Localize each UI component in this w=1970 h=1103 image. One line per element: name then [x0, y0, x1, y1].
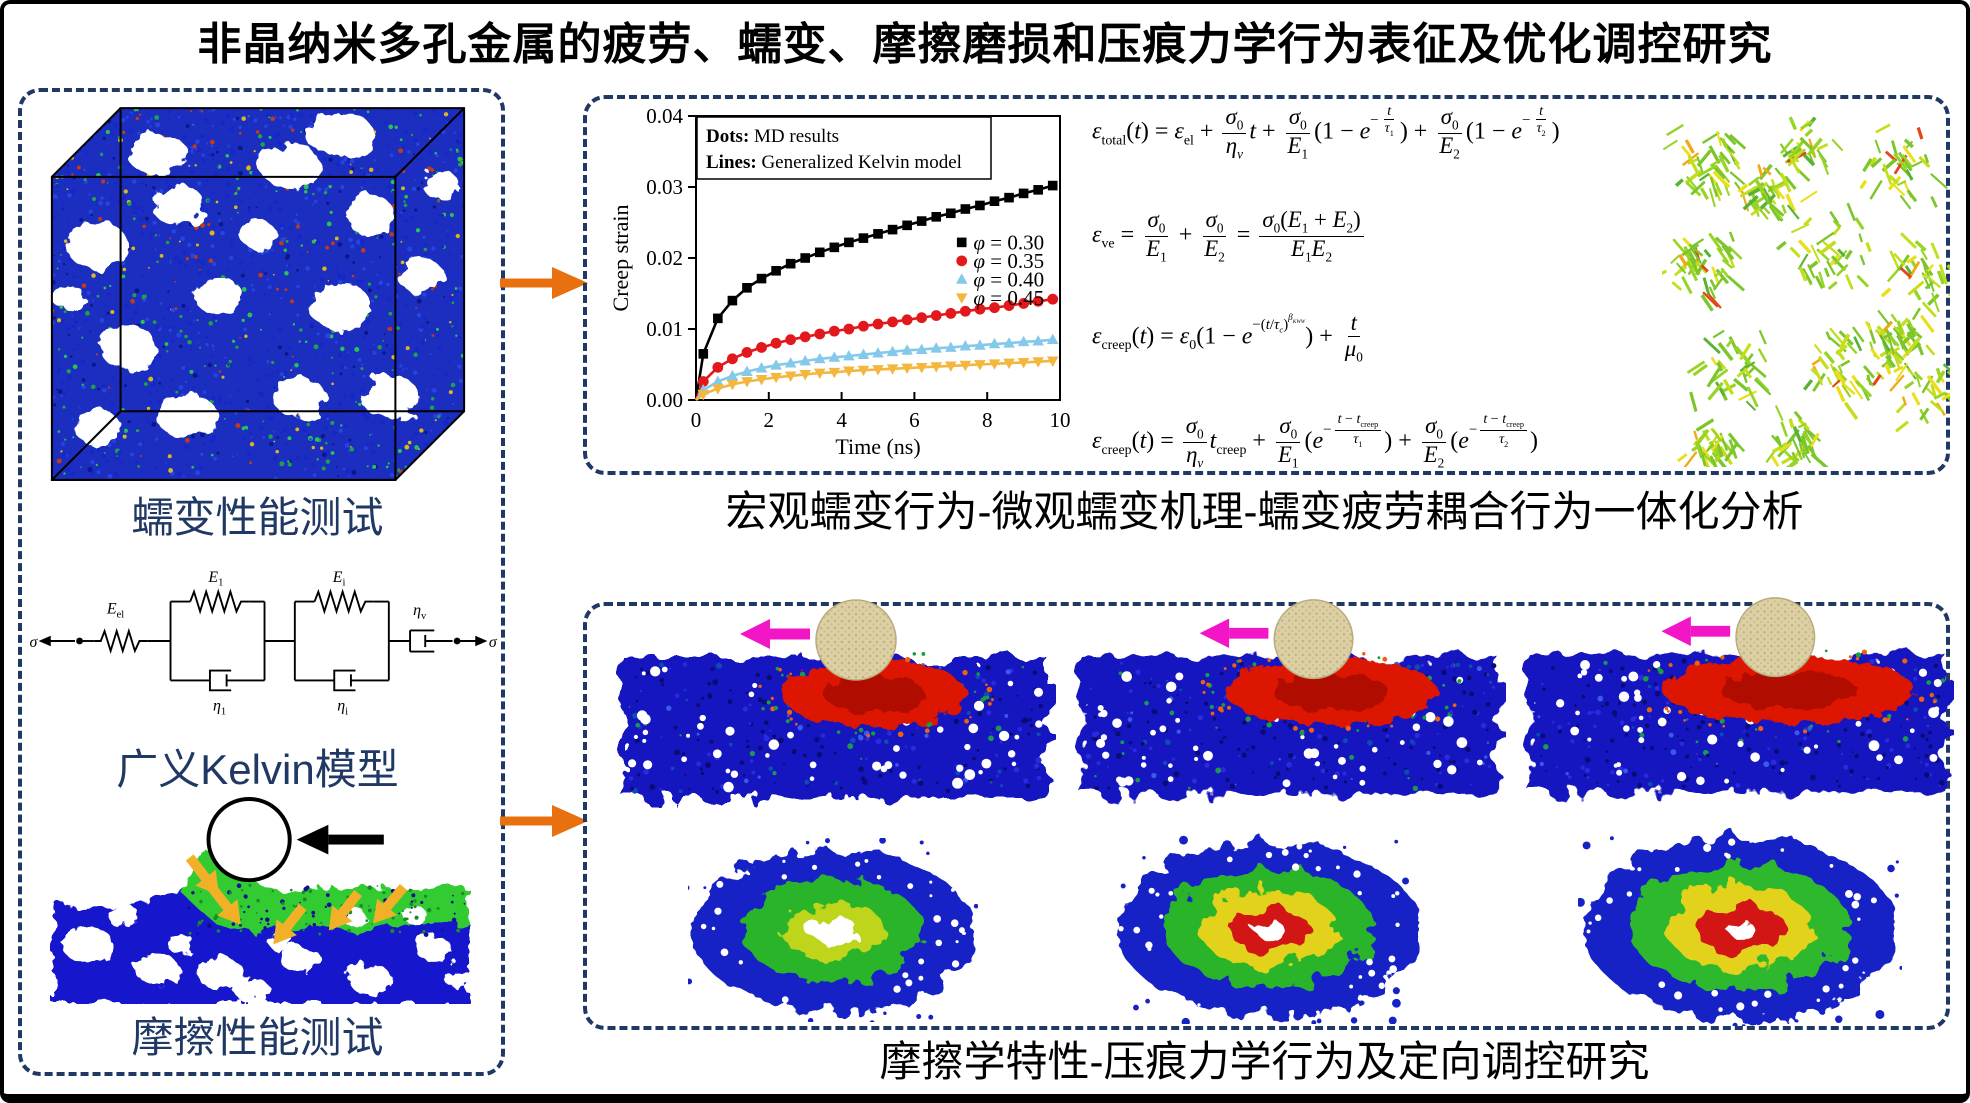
creep-analysis-panel: [583, 95, 1950, 475]
svg-text:10: 10: [1050, 408, 1071, 432]
shear-arrow-icon: [273, 903, 307, 945]
creep-test-label: 蠕变性能测试: [131, 494, 384, 541]
equation-viscoelastic-strain: εve = σ0 E1 + σ0 E2 = σ0(E1 + E2) E1E2: [1092, 208, 1670, 264]
stress-arrow-left-icon: [38, 635, 51, 647]
friction-test-label: 摩擦性能测试: [131, 1014, 384, 1061]
tribology-caption: 摩擦学特性-压痕力学行为及定向调控研究: [879, 1038, 1650, 1085]
e-el-label: Eel: [106, 601, 124, 621]
indenter-sphere: [1735, 597, 1816, 678]
e1-label: E1: [207, 569, 223, 589]
svg-text:0: 0: [691, 408, 702, 432]
stress-arrow-right-icon: [475, 635, 488, 647]
eta1-label: η1: [213, 698, 226, 718]
sliding-direction-arrow-icon: [1661, 616, 1731, 646]
svg-text:4: 4: [836, 408, 847, 432]
svg-text:2: 2: [764, 408, 775, 432]
svg-text:8: 8: [982, 408, 993, 432]
tribology-panel: [583, 602, 1950, 1030]
friction-snapshot-1: [624, 599, 1048, 798]
ei-label: Ei: [332, 569, 346, 589]
equation-kww-creep: εcreep(t) = ε0(1 − e−(t/τc)βKWW) + t μ0: [1092, 310, 1363, 365]
svg-text:Creep strain: Creep strain: [608, 205, 633, 312]
creep-caption: 宏观蠕变行为-微观蠕变机理-蠕变疲劳耦合行为一体化分析: [725, 488, 1804, 535]
sigma-right-label: σ: [489, 634, 498, 651]
svg-text:0.04: 0.04: [646, 104, 683, 128]
friction-snapshot-3: [1529, 597, 1947, 793]
wear-crater-3: [1578, 836, 1902, 1026]
svg-text:φ = 0.45: φ = 0.45: [973, 286, 1044, 310]
etav-label: ηv: [413, 602, 427, 622]
nanoporous-cube-image: [50, 107, 466, 481]
etai-label: ηi: [337, 698, 348, 718]
svg-text:φ = 0.40: φ = 0.40: [973, 267, 1044, 291]
svg-text:0.01: 0.01: [646, 317, 683, 341]
sigma-left-label: σ: [30, 634, 39, 651]
shear-arrow-icon: [328, 890, 362, 931]
svg-text:0.03: 0.03: [646, 175, 683, 199]
main-title: 非晶纳米多孔金属的疲劳、蠕变、摩擦磨损和压痕力学行为表征及优化调控研究: [197, 20, 1773, 69]
svg-text:6: 6: [909, 408, 920, 432]
flow-arrow-top-icon: [500, 267, 588, 299]
equation-kelvin-creep: εcreep(t) = σ0 ηv tcreep + σ0 E1 (e− t − tcre…: [1092, 411, 1538, 471]
strain-field-image: [1662, 116, 1950, 467]
kelvin-model-diagram: σ σ Eel E1 Ei η1 ηi ηv: [30, 569, 498, 718]
indenter-sphere: [815, 599, 897, 681]
left-panel: [18, 88, 505, 1076]
creep-strain-chart: 0.00 0.01 0.02 0.03 0.04 0 2 4 6 8 10 Time (ns) Cree…: [608, 104, 1071, 459]
svg-text:φ = 0.30: φ = 0.30: [973, 230, 1044, 254]
sliding-direction-arrow-icon: [1199, 618, 1269, 648]
svg-text:Dots: MD results: Dots: MD results: [706, 126, 839, 147]
svg-text:φ = 0.35: φ = 0.35: [973, 249, 1044, 273]
indenter-sphere: [1273, 599, 1354, 680]
sliding-direction-arrow-icon: [740, 619, 810, 649]
wear-crater-2: [1117, 835, 1421, 1024]
equation-total-strain: εtotal(t) = εel + σ0 ηv t + σ0 E1 (1 − e− t τ1…: [1092, 103, 1560, 162]
svg-text:0.02: 0.02: [646, 246, 683, 270]
indenter-circle: [206, 796, 292, 883]
shear-arrow-icon: [373, 883, 408, 924]
svg-text:Lines: Generalized Kelvin mode: Lines: Generalized Kelvin model: [706, 152, 962, 173]
svg-text:Time (ns): Time (ns): [835, 434, 920, 459]
friction-test-image: [53, 796, 472, 1004]
shear-arrow-icon: [207, 884, 241, 925]
svg-text:0.00: 0.00: [646, 388, 683, 412]
kelvin-model-label: 广义Kelvin模型: [116, 746, 399, 793]
flow-arrow-bottom-icon: [500, 805, 588, 837]
creep-equations: εtotal(t) = εel + σ0 ηv t + σ0 E1 (1 − e− t τ1…: [1092, 102, 1670, 472]
friction-snapshot-2: [1081, 599, 1499, 795]
wear-crater-1: [688, 838, 978, 1022]
indenter-direction-arrow-icon: [296, 824, 329, 855]
